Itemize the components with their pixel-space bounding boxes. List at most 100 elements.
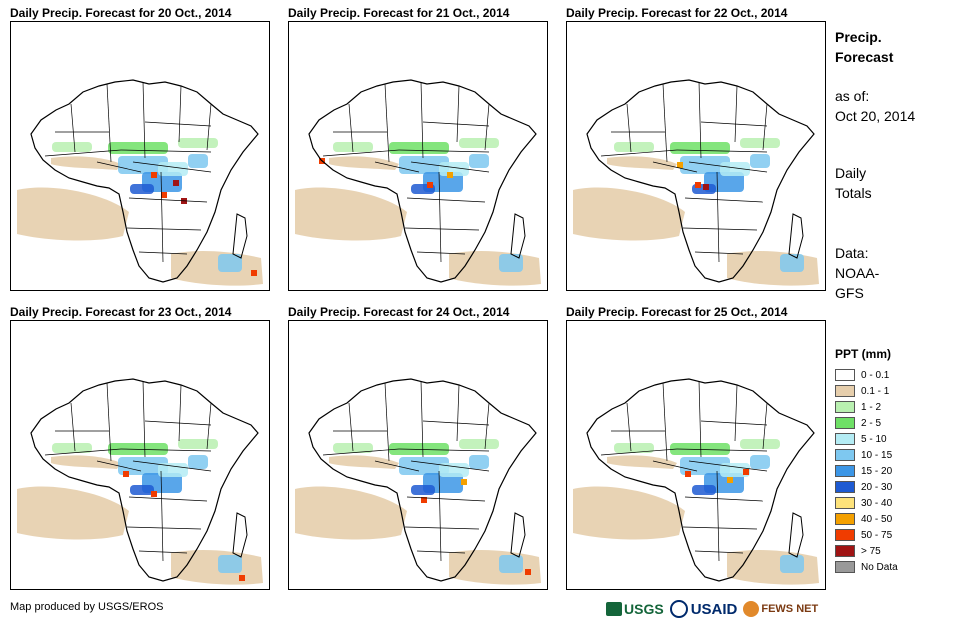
country-border [698,81,702,159]
country-border [70,103,76,153]
precip-map [10,21,270,291]
country-border [694,550,744,554]
light-rain-zone [573,486,685,540]
country-border [144,121,212,127]
africa-coastline [308,79,537,283]
legend-label: 30 - 40 [861,497,893,509]
country-border [410,161,490,173]
legend-swatch [835,529,855,541]
legend-swatch [835,481,855,493]
africa-map-svg [11,22,269,290]
africa-map-svg [567,22,825,290]
rain-area [188,154,208,168]
country-border [684,197,764,203]
country-border [734,85,738,143]
legend-item: 0 - 0.1 [835,367,898,383]
rain-area [178,138,218,148]
country-border [44,448,122,456]
rain-area [118,457,168,475]
rain-area [130,485,154,495]
heavy-rain-cell [703,184,709,190]
legend-label: No Data [861,561,898,573]
rain-area [108,443,168,455]
rain-area [158,463,188,477]
heavy-rain-cell [743,469,749,475]
usaid-seal-icon [669,600,688,618]
legend-title: PPT (mm) [835,347,892,361]
country-border [600,448,678,456]
legend-swatch [835,369,855,381]
country-border [128,496,208,502]
light-rain-zone [295,187,407,241]
legend-item: No Data [835,559,898,575]
country-border [96,161,142,173]
country-border [142,380,146,458]
country-border [44,149,122,157]
rain-area [614,142,654,152]
legend-swatch [835,449,855,461]
rain-area [740,439,780,449]
rain-area [389,142,449,154]
country-border [348,402,354,452]
rain-area [780,254,804,272]
country-border [682,526,758,530]
country-border [406,496,486,502]
heavy-rain-cell [685,471,691,477]
legend-label: 20 - 30 [861,481,893,493]
rain-area [439,162,469,176]
rain-area [750,154,770,168]
rain-area [459,439,499,449]
country-border [206,103,212,151]
heavy-rain-cell [447,172,453,178]
legend-swatch [835,417,855,429]
legend-item: 0.1 - 1 [835,383,898,399]
rain-area [439,463,469,477]
map-credit: Map produced by USGS/EROS [10,601,164,613]
country-border [734,384,738,442]
rain-area [670,142,730,154]
country-border [484,402,490,450]
usgs-logo: USGS [606,601,664,617]
africa-map-svg [567,321,825,589]
rain-area [780,555,804,573]
legend-item: 10 - 15 [835,447,898,463]
country-border [398,448,490,452]
madagascar-outline [788,213,804,259]
legend-swatch [835,561,855,573]
country-border [762,402,768,450]
rain-area [218,254,242,272]
rain-area [178,439,218,449]
country-border [106,83,112,163]
country-border [384,382,390,462]
rain-area [720,162,750,176]
rain-area [680,156,730,174]
rain-area [469,154,489,168]
light-rain-zone [329,156,399,170]
country-border [178,384,182,442]
country-border [484,103,490,151]
panel-title: Daily Precip. Forecast for 24 Oct., 2014 [288,305,510,319]
country-border [456,85,460,143]
country-border [438,171,442,263]
legend-label: > 75 [861,545,881,557]
legend-swatch [835,513,855,525]
country-border [422,121,490,127]
country-border [144,420,212,426]
legend-label: 0 - 0.1 [861,369,890,381]
legend-swatch [835,401,855,413]
country-border [716,171,720,263]
madagascar-outline [510,213,526,259]
country-border [160,470,164,562]
legend-item: 2 - 5 [835,415,898,431]
light-rain-zone [329,455,399,469]
rain-area [469,455,489,469]
usaid-logo: USAID [669,600,737,618]
country-border [70,402,76,452]
country-border [662,382,668,462]
rain-area [218,555,242,573]
precip-map [566,21,826,291]
heavy-rain-cell [695,182,701,188]
country-border [406,197,486,203]
legend-item: > 75 [835,543,898,559]
light-rain-zone [573,187,685,241]
